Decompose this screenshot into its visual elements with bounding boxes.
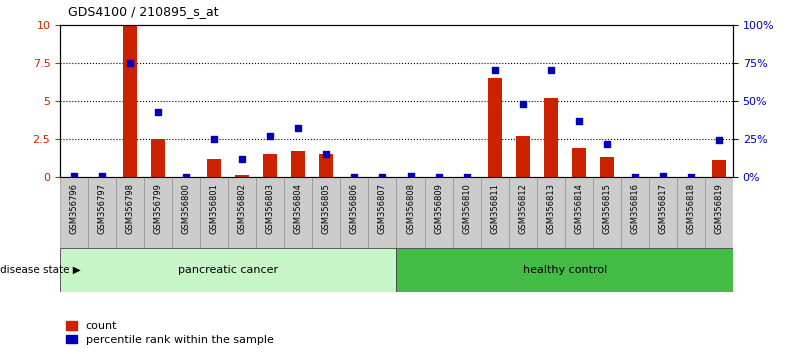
Bar <box>453 177 481 248</box>
Point <box>376 174 389 180</box>
Point <box>96 173 109 179</box>
Bar <box>488 78 501 177</box>
Bar <box>600 157 614 177</box>
Bar <box>151 139 165 177</box>
Point <box>235 156 248 161</box>
Text: GSM356810: GSM356810 <box>462 183 471 234</box>
Text: GSM356812: GSM356812 <box>518 183 527 234</box>
Bar <box>292 151 305 177</box>
Point <box>67 173 80 179</box>
Text: GSM356797: GSM356797 <box>98 183 107 234</box>
Point <box>151 109 165 114</box>
Point <box>545 68 557 73</box>
Bar <box>60 177 88 248</box>
Point <box>405 173 417 179</box>
Point <box>488 68 501 73</box>
Text: GSM356800: GSM356800 <box>182 183 191 234</box>
Bar <box>235 175 249 177</box>
Bar <box>712 160 726 177</box>
Bar <box>516 136 529 177</box>
Bar <box>537 177 565 248</box>
Text: GSM356817: GSM356817 <box>658 183 667 234</box>
Bar <box>396 248 733 292</box>
Bar <box>677 177 705 248</box>
Bar <box>425 177 453 248</box>
Text: GSM356809: GSM356809 <box>434 183 443 234</box>
Bar <box>116 177 144 248</box>
Bar <box>88 177 116 248</box>
Point <box>320 152 333 157</box>
Bar <box>509 177 537 248</box>
Text: GSM356802: GSM356802 <box>238 183 247 234</box>
Text: GSM356815: GSM356815 <box>602 183 611 234</box>
Point <box>713 138 726 143</box>
Bar <box>60 248 396 292</box>
Bar <box>264 154 277 177</box>
Point <box>684 174 697 180</box>
Bar <box>565 177 593 248</box>
Text: GSM356818: GSM356818 <box>686 183 695 234</box>
Bar <box>228 177 256 248</box>
Point <box>460 174 473 180</box>
Text: GSM356806: GSM356806 <box>350 183 359 234</box>
Legend: count, percentile rank within the sample: count, percentile rank within the sample <box>66 321 273 345</box>
Bar <box>172 177 200 248</box>
Bar <box>284 177 312 248</box>
Bar <box>649 177 677 248</box>
Text: GSM356799: GSM356799 <box>154 183 163 234</box>
Bar <box>340 177 368 248</box>
Bar <box>207 159 221 177</box>
Text: GSM356807: GSM356807 <box>378 183 387 234</box>
Point <box>348 174 360 180</box>
Text: GSM356808: GSM356808 <box>406 183 415 234</box>
Bar <box>621 177 649 248</box>
Bar <box>368 177 396 248</box>
Text: healthy control: healthy control <box>522 265 607 275</box>
Point <box>208 136 221 142</box>
Point <box>264 133 277 139</box>
Point <box>179 174 193 180</box>
Point <box>433 174 445 180</box>
Point <box>601 141 614 146</box>
Bar <box>144 177 172 248</box>
Text: GSM356805: GSM356805 <box>322 183 331 234</box>
Point <box>517 101 529 107</box>
Point <box>572 118 585 124</box>
Bar <box>481 177 509 248</box>
Text: GSM356816: GSM356816 <box>630 183 639 234</box>
Text: GSM356819: GSM356819 <box>714 183 723 234</box>
Bar <box>396 177 425 248</box>
Bar <box>123 25 137 177</box>
Text: GSM356811: GSM356811 <box>490 183 499 234</box>
Text: GSM356803: GSM356803 <box>266 183 275 234</box>
Text: GSM356804: GSM356804 <box>294 183 303 234</box>
Text: GSM356796: GSM356796 <box>70 183 78 234</box>
Bar <box>572 148 586 177</box>
Bar <box>200 177 228 248</box>
Point <box>292 125 304 131</box>
Text: GSM356801: GSM356801 <box>210 183 219 234</box>
Bar <box>320 154 333 177</box>
Text: GSM356798: GSM356798 <box>126 183 135 234</box>
Bar <box>544 98 557 177</box>
Point <box>657 173 670 179</box>
Bar <box>256 177 284 248</box>
Point <box>628 174 641 180</box>
Text: GSM356813: GSM356813 <box>546 183 555 234</box>
Bar <box>593 177 621 248</box>
Text: GDS4100 / 210895_s_at: GDS4100 / 210895_s_at <box>68 5 219 18</box>
Text: pancreatic cancer: pancreatic cancer <box>178 265 279 275</box>
Point <box>123 60 136 66</box>
Bar <box>312 177 340 248</box>
Text: GSM356814: GSM356814 <box>574 183 583 234</box>
Text: disease state ▶: disease state ▶ <box>0 265 81 275</box>
Bar <box>705 177 733 248</box>
